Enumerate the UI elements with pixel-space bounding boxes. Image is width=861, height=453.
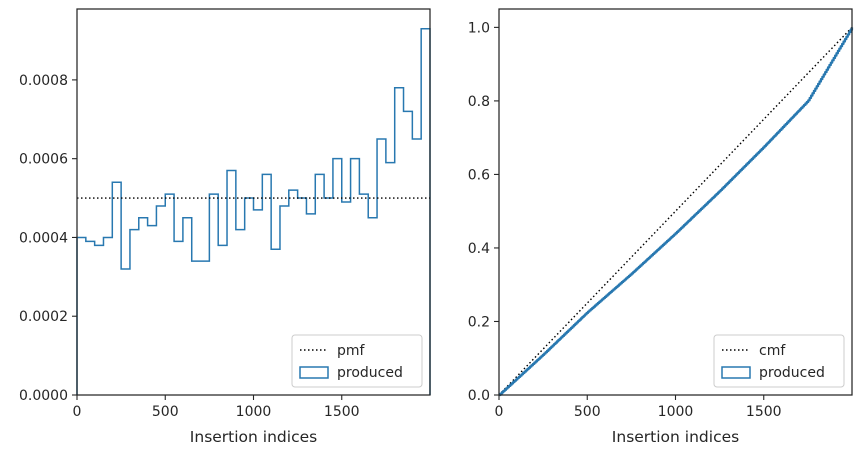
y-tick-label: 1.0 <box>468 20 490 36</box>
x-tick-label: 500 <box>152 404 179 420</box>
y-tick-label: 0.8 <box>468 94 490 110</box>
legend-produced-label: produced <box>759 365 825 381</box>
y-tick-label: 0.6 <box>468 167 490 183</box>
y-tick-label: 0.2 <box>468 314 490 330</box>
cmf-reference-line <box>498 26 853 396</box>
y-tick-label: 0.0000 <box>19 388 68 404</box>
cumulative-panel: 0 500 1000 1500 0.0 0.2 0.4 0.6 0.8 1.0 Insertio… <box>468 8 854 446</box>
y-tick-label: 0.0 <box>468 388 490 404</box>
legend-produced-swatch <box>721 366 751 379</box>
cumulative-series-layer <box>498 26 854 397</box>
y-tick-label: 0.0008 <box>19 73 68 89</box>
cumulative-legend-box <box>713 334 845 388</box>
histogram-series-layer <box>76 27 431 395</box>
y-tick-label: 0.0002 <box>19 309 68 325</box>
x-tick-label: 0 <box>73 404 82 420</box>
histogram-panel: 0 500 1000 1500 0.00000.00020.00040.00060.0… <box>19 8 431 446</box>
histogram-y-ticks: 0.0000 0.0002 0.0004 0.0006 0.0008 <box>19 73 77 404</box>
x-tick-label: 1000 <box>658 404 694 420</box>
x-tick-label: 0 <box>495 404 504 420</box>
histogram-x-axis-label: Insertion indices <box>190 428 317 446</box>
y-tick-label: 0.4 <box>468 241 490 257</box>
histogram-x-ticks: 0 500 1000 1500 <box>73 395 360 420</box>
cumulative-x-axis-label: Insertion indices <box>612 428 739 446</box>
cumulative-y-ticks: 0.0 0.2 0.4 0.6 0.8 1.0 <box>468 20 499 404</box>
x-tick-label: 1500 <box>324 404 360 420</box>
produced-cumulative-line <box>499 27 854 397</box>
legend-produced-swatch <box>299 366 329 379</box>
legend-pmf-label: pmf <box>337 343 366 359</box>
cumulative-axes-frame <box>498 8 853 396</box>
y-tick-label: 0.0004 <box>19 230 68 246</box>
x-tick-label: 1500 <box>746 404 782 420</box>
histogram-legend-box <box>291 334 423 388</box>
y-tick-label: 0.0006 <box>19 152 68 168</box>
x-tick-label: 500 <box>574 404 601 420</box>
cumulative-x-ticks: 0 500 1000 1500 <box>495 395 782 420</box>
x-tick-label: 1000 <box>236 404 272 420</box>
histogram-axes-frame <box>76 8 431 396</box>
produced-step-line <box>76 27 431 395</box>
legend-cmf-label: cmf <box>759 343 786 359</box>
histogram-legend: pmf produced <box>291 334 423 388</box>
cumulative-legend: cmf produced <box>713 334 845 388</box>
legend-produced-label: produced <box>337 365 403 381</box>
